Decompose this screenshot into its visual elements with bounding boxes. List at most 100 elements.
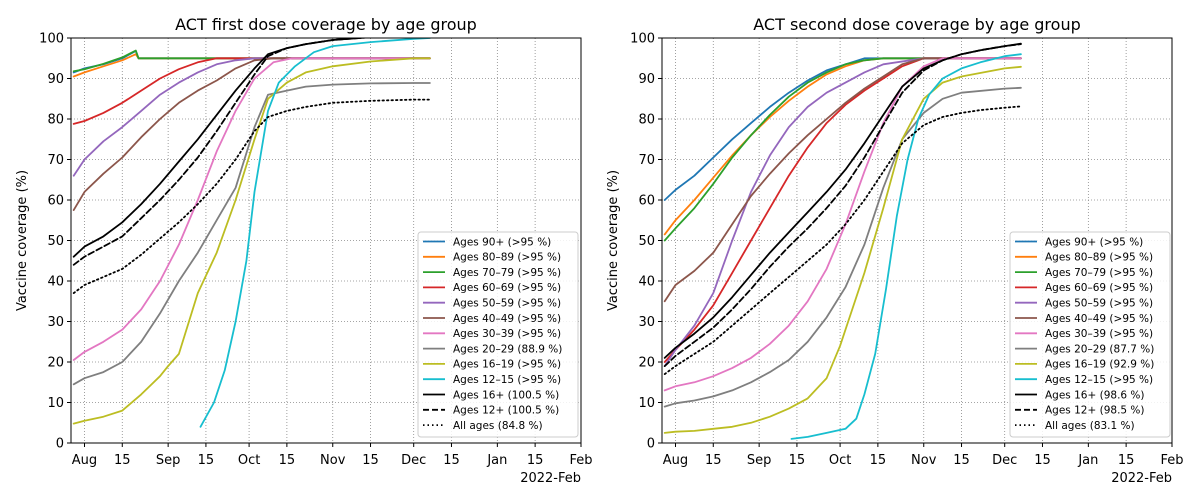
x-offset-label: 2022-Feb: [520, 471, 581, 486]
x-tick-label: Oct: [829, 453, 851, 468]
y-tick-label: 70: [638, 153, 655, 168]
x-tick-label: Nov: [320, 453, 346, 468]
series-group: [663, 42, 1022, 440]
legend-label-7: Ages 20–29 (88.9 %): [453, 343, 562, 355]
legend-label-6: Ages 30–39 (>95 %): [453, 328, 561, 340]
chart-first-dose: 0 10 20 30 40 50 60 70 80 90 100 Aug 15 Sep 15 Oct 15 Nov…: [15, 15, 593, 486]
series-line-7: [663, 86, 1022, 408]
y-tick-label: 30: [638, 315, 655, 330]
y-tick-label: 90: [638, 72, 655, 87]
x-tick-label: 15: [362, 453, 379, 468]
y-tick-label: 30: [47, 315, 64, 330]
legend-label-9: Ages 12–15 (>95 %): [453, 374, 561, 386]
x-tick-label: Oct: [238, 453, 260, 468]
x-tick-label: 15: [279, 453, 296, 468]
x-tick-label: 15: [527, 453, 544, 468]
legend-label-8: Ages 16–19 (92.9 %): [1045, 359, 1154, 371]
y-tick-label: 50: [638, 234, 655, 249]
legend-label-11: Ages 12+ (100.5 %): [453, 405, 559, 417]
x-tick-label: 15: [870, 453, 887, 468]
series-line-5: [72, 57, 431, 211]
series-line-5: [663, 57, 1022, 303]
legend-label-6: Ages 30–39 (>95 %): [1045, 328, 1153, 340]
legend-label-3: Ages 60–69 (>95 %): [453, 282, 561, 294]
x-tick-label: Nov: [911, 453, 937, 468]
x-tick-label: Aug: [72, 453, 97, 468]
legend-box: [1009, 231, 1171, 438]
y-tick-label: 100: [39, 32, 64, 47]
series-line-11: [663, 43, 1022, 367]
y-tick-label: 60: [47, 194, 64, 209]
legend-label-4: Ages 50–59 (>95 %): [1045, 298, 1153, 310]
x-tick-label: Dec: [401, 453, 426, 468]
legend: Ages 90+ (>95 %) Ages 80–89 (>95 %) Ages 7…: [417, 231, 579, 438]
x-tick-label: 15: [114, 453, 131, 468]
legend-label-10: Ages 16+ (100.5 %): [453, 389, 559, 401]
legend-label-5: Ages 40–49 (>95 %): [453, 313, 561, 325]
chart-title: ACT first dose coverage by age group: [175, 15, 477, 34]
x-tick-label: Jan: [1077, 453, 1098, 468]
legend-label-9: Ages 12–15 (>95 %): [1045, 374, 1153, 386]
legend-label-2: Ages 70–79 (>95 %): [1045, 267, 1153, 279]
y-tick-label: 0: [56, 437, 64, 452]
series-group: [72, 38, 431, 428]
x-tick-label: Feb: [1160, 453, 1183, 468]
y-tick-label: 40: [47, 275, 64, 290]
series-line-7: [72, 82, 431, 386]
y-tick-label: 80: [638, 113, 655, 128]
x-tick-label: 15: [1118, 453, 1135, 468]
legend-label-12: All ages (83.1 %): [1045, 420, 1135, 432]
y-tick-label: 80: [47, 113, 64, 128]
series-line-12: [72, 98, 431, 294]
x-tick-label: Sep: [747, 453, 772, 468]
legend: Ages 90+ (>95 %) Ages 80–89 (>95 %) Ages 7…: [1009, 231, 1171, 438]
series-line-9: [790, 53, 1022, 440]
chart-second-dose: 0 10 20 30 40 50 60 70 80 90 100 Aug 15 Sep 15 Oct 15 Nov…: [606, 15, 1184, 486]
chart-title: ACT second dose coverage by age group: [753, 15, 1081, 34]
legend-label-5: Ages 40–49 (>95 %): [1045, 313, 1153, 325]
x-tick-label: Jan: [486, 453, 507, 468]
legend-label-1: Ages 80–89 (>95 %): [453, 252, 561, 264]
x-tick-label: 15: [1034, 453, 1051, 468]
legend-label-1: Ages 80–89 (>95 %): [1045, 252, 1153, 264]
legend-label-0: Ages 90+ (>95 %): [1045, 236, 1143, 248]
x-tick-label: 15: [705, 453, 722, 468]
y-tick-label: 20: [638, 356, 655, 371]
series-line-9: [199, 38, 431, 428]
legend-label-7: Ages 20–29 (87.7 %): [1045, 343, 1154, 355]
x-tick-label: Sep: [156, 453, 181, 468]
legend-label-10: Ages 16+ (98.6 %): [1045, 389, 1145, 401]
legend-label-12: All ages (84.8 %): [453, 420, 543, 432]
series-line-8: [663, 65, 1022, 434]
series-line-6: [72, 57, 431, 361]
legend-label-2: Ages 70–79 (>95 %): [453, 267, 561, 279]
x-tick-label: 15: [953, 453, 970, 468]
x-tick-label: 15: [198, 453, 215, 468]
series-line-8: [72, 57, 431, 425]
y-tick-label: 0: [647, 437, 655, 452]
x-tick-label: 15: [443, 453, 460, 468]
x-offset-label: 2022-Feb: [1111, 471, 1172, 486]
legend-box: [417, 231, 579, 438]
series-line-2: [72, 49, 431, 73]
legend-label-3: Ages 60–69 (>95 %): [1045, 282, 1153, 294]
y-axis-label: Vaccine coverage (%): [15, 170, 30, 311]
y-tick-label: 90: [47, 72, 64, 87]
y-tick-label: 40: [638, 275, 655, 290]
legend-label-11: Ages 12+ (98.5 %): [1045, 405, 1145, 417]
y-tick-label: 50: [47, 234, 64, 249]
x-tick-label: 15: [789, 453, 806, 468]
y-tick-label: 10: [47, 396, 64, 411]
y-tick-label: 70: [47, 153, 64, 168]
y-tick-label: 20: [47, 356, 64, 371]
y-tick-label: 100: [630, 32, 655, 47]
x-tick-label: Aug: [663, 453, 688, 468]
y-tick-label: 10: [638, 396, 655, 411]
x-tick-label: Dec: [992, 453, 1017, 468]
series-line-11: [72, 38, 375, 266]
legend-label-4: Ages 50–59 (>95 %): [453, 298, 561, 310]
series-line-12: [663, 105, 1022, 375]
series-line-3: [663, 57, 1022, 363]
y-tick-label: 60: [638, 194, 655, 209]
